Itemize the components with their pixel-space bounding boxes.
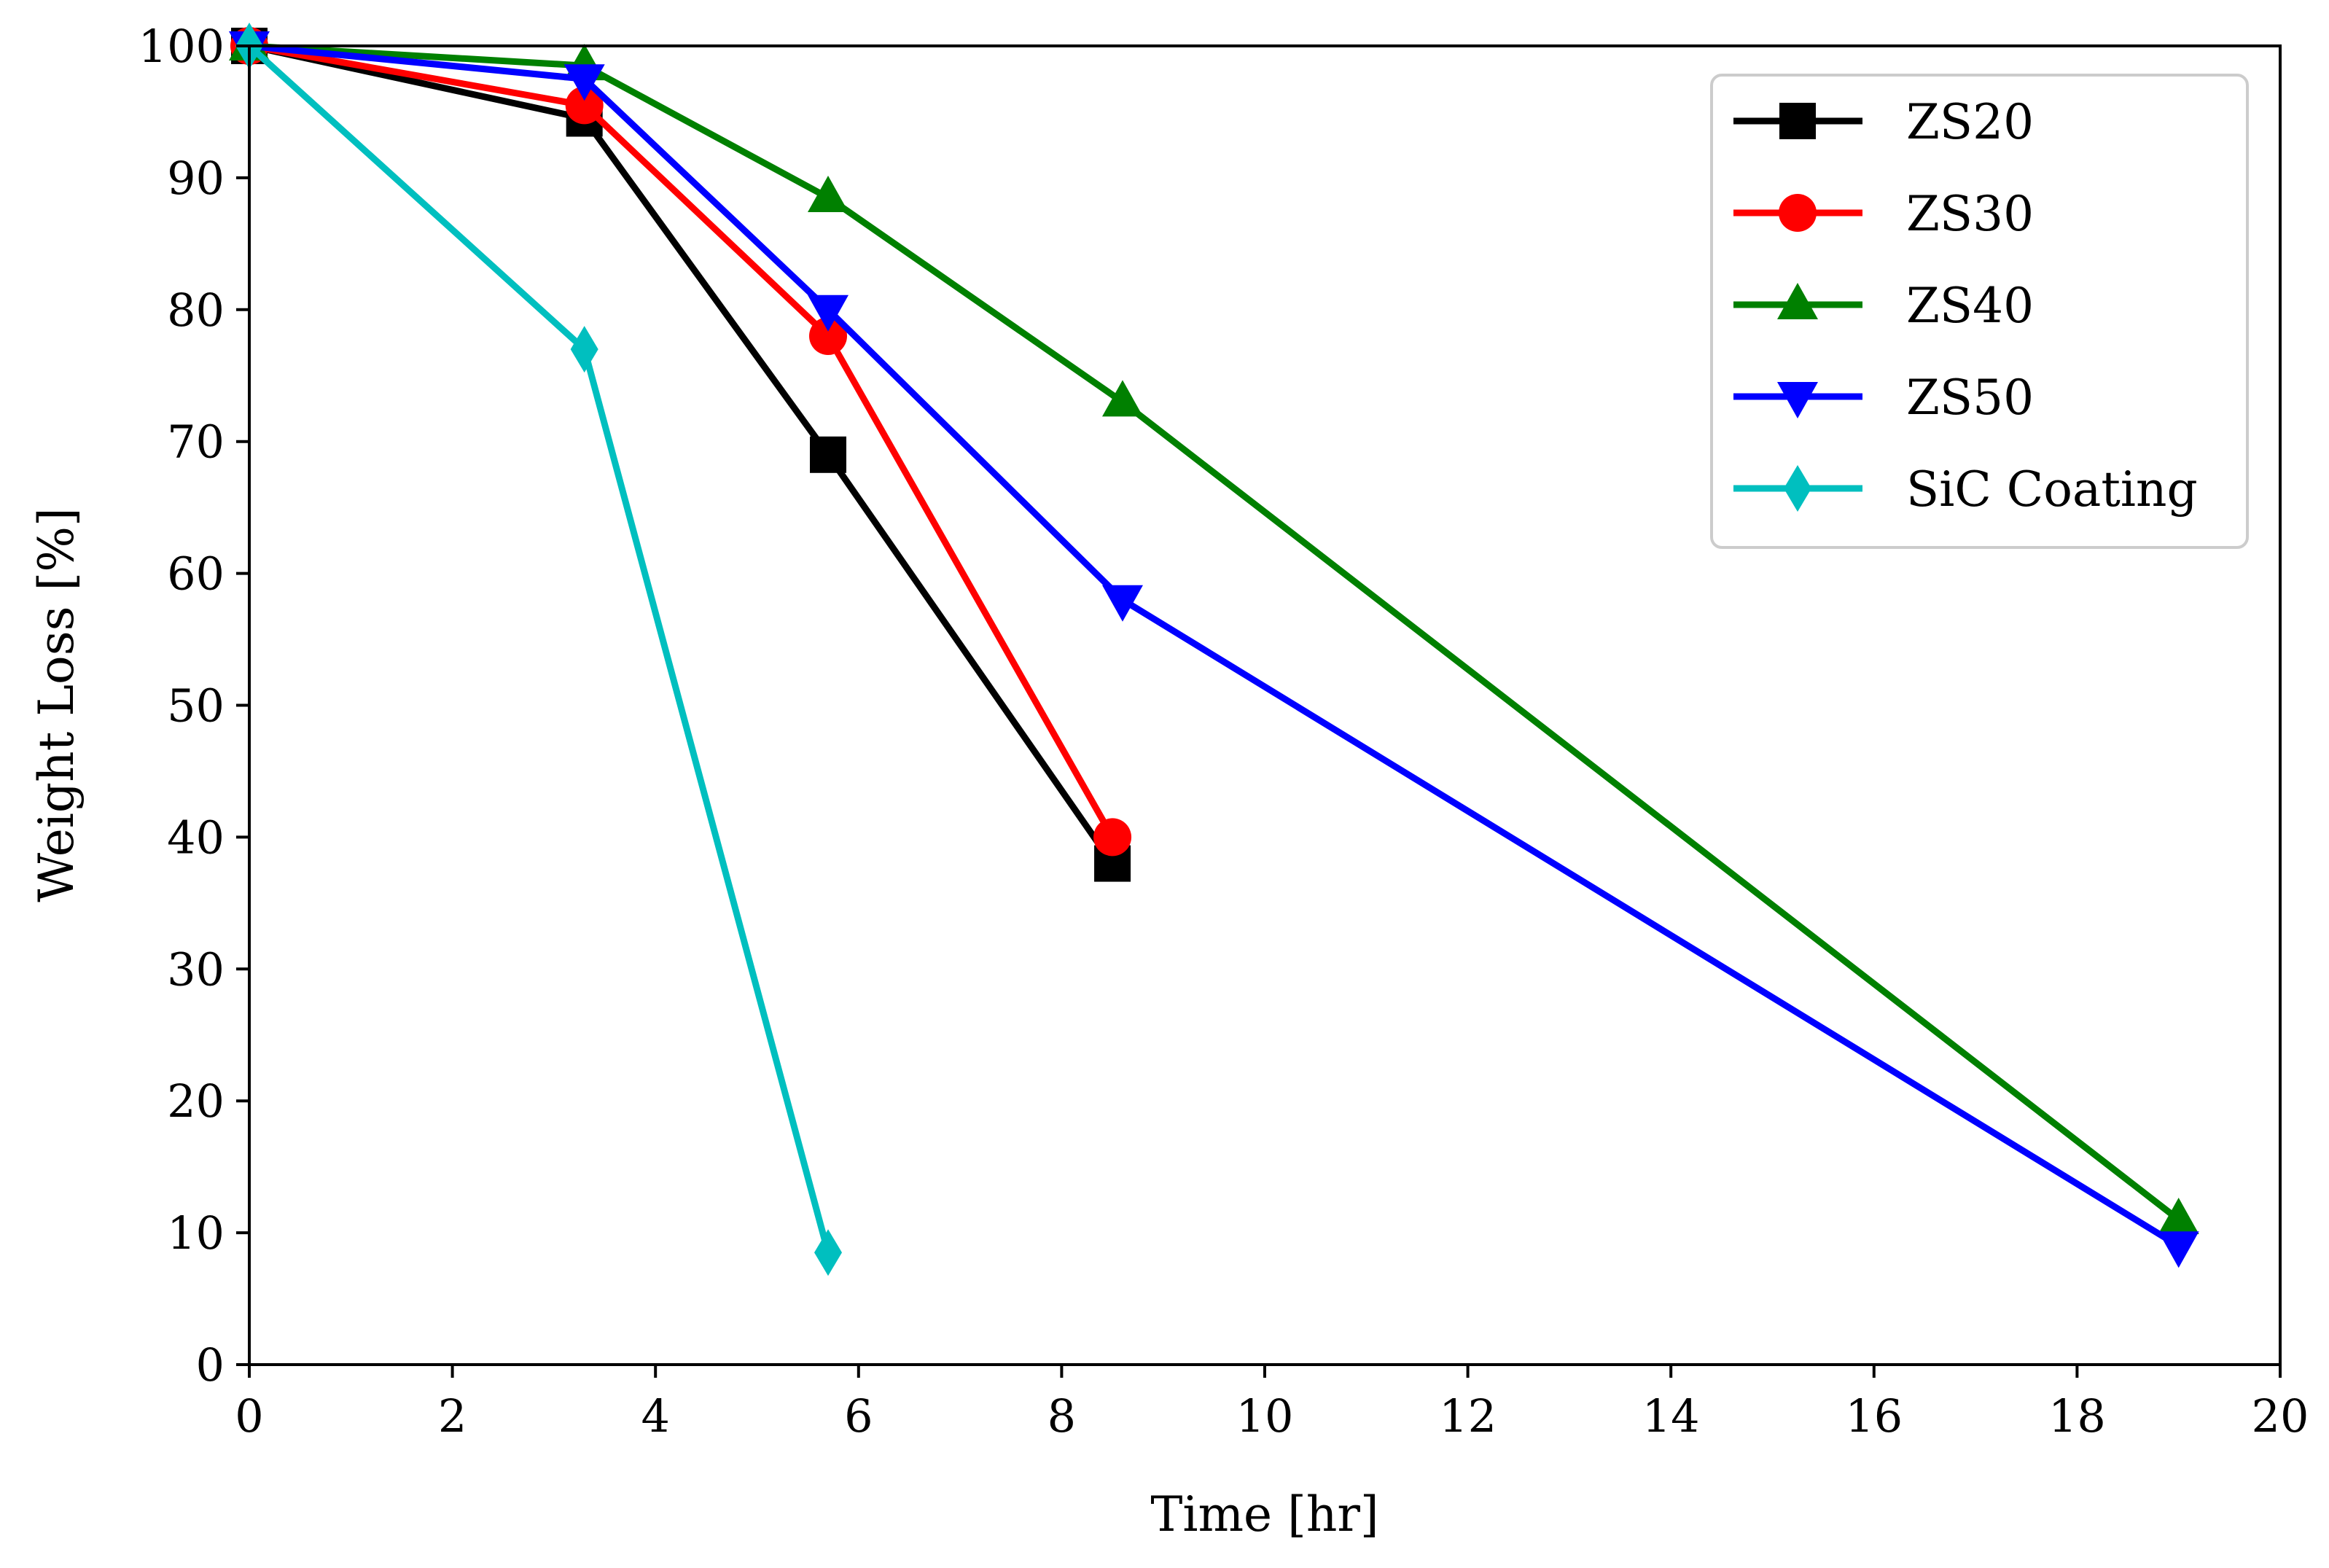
x-tick-label: 18: [2048, 1389, 2106, 1443]
legend-item: SiC Coating: [1733, 461, 2198, 518]
x-tick-label: 16: [1845, 1389, 1903, 1443]
series-sic-coating: [235, 23, 843, 1276]
x-axis-title: Time [hr]: [1150, 1486, 1378, 1542]
data-point: [808, 176, 849, 213]
data-point: [570, 326, 598, 373]
legend-marker: [1777, 382, 1818, 418]
y-axis-title: Weight Loss [%]: [28, 507, 85, 902]
legend-item: ZS50: [1733, 370, 2034, 426]
legend: ZS20 ZS30 ZS40 ZS50 SiC Coating: [1710, 74, 2249, 549]
data-point: [809, 316, 848, 355]
legend-box: [1710, 74, 2249, 549]
y-tick-label: 10: [167, 1206, 225, 1260]
legend-label: ZS30: [1906, 186, 2034, 242]
legend-marker: [1779, 103, 1816, 139]
y-tick-label: 60: [167, 547, 225, 601]
x-tick-label: 20: [2252, 1389, 2309, 1443]
data-point: [2158, 1231, 2199, 1268]
data-point: [1101, 585, 1143, 622]
y-tick-label: 20: [167, 1074, 225, 1128]
y-tick-label: 100: [139, 20, 225, 73]
series-line: [249, 42, 1115, 839]
data-point: [565, 86, 604, 125]
axes-layer: 0 2 4 6 8 10 12 14 16 18 20 0 10 20 30 40 50 60 70 80 90 100: [139, 20, 2309, 1443]
legend-item: ZS30: [1733, 186, 2034, 242]
legend-item: ZS40: [1733, 278, 2034, 334]
series-zs50: [229, 31, 2199, 1268]
x-tick-label: 2: [438, 1389, 467, 1443]
legend-label: ZS40: [1906, 278, 2034, 334]
y-tick-label: 90: [167, 152, 225, 205]
x-tick-label: 12: [1439, 1389, 1497, 1443]
data-point: [1101, 380, 1143, 417]
data-point: [808, 295, 849, 332]
x-tick-label: 14: [1642, 1389, 1700, 1443]
legend-item: ZS20: [1733, 94, 2034, 150]
legend-items: ZS20 ZS30 ZS40 ZS50 SiC Coating: [1733, 94, 2198, 518]
legend-marker: [1777, 283, 1818, 319]
legend-label: SiC Coating: [1906, 461, 2198, 518]
legend-label: ZS20: [1906, 94, 2034, 150]
data-point: [2158, 1198, 2199, 1235]
x-tick-label: 6: [844, 1389, 873, 1443]
y-tick-label: 30: [167, 943, 225, 996]
x-tick-label: 10: [1236, 1389, 1294, 1443]
data-point: [1093, 818, 1132, 857]
x-tick-label: 0: [235, 1389, 263, 1443]
series-layer: [229, 23, 2199, 1276]
y-tick-label: 0: [196, 1338, 225, 1392]
y-tick-label: 80: [167, 284, 225, 337]
y-tick-label: 40: [167, 811, 225, 864]
y-tick-label: 70: [167, 416, 225, 469]
y-tick-label: 50: [167, 679, 225, 733]
legend-marker: [1784, 465, 1811, 512]
data-point: [814, 1229, 843, 1276]
data-point: [563, 64, 605, 101]
x-tick-label: 8: [1048, 1389, 1076, 1443]
legend-marker: [1779, 194, 1817, 232]
legend-label: ZS50: [1906, 370, 2034, 426]
x-tick-label: 4: [641, 1389, 669, 1443]
series-line: [249, 42, 1115, 866]
data-point: [810, 436, 847, 473]
